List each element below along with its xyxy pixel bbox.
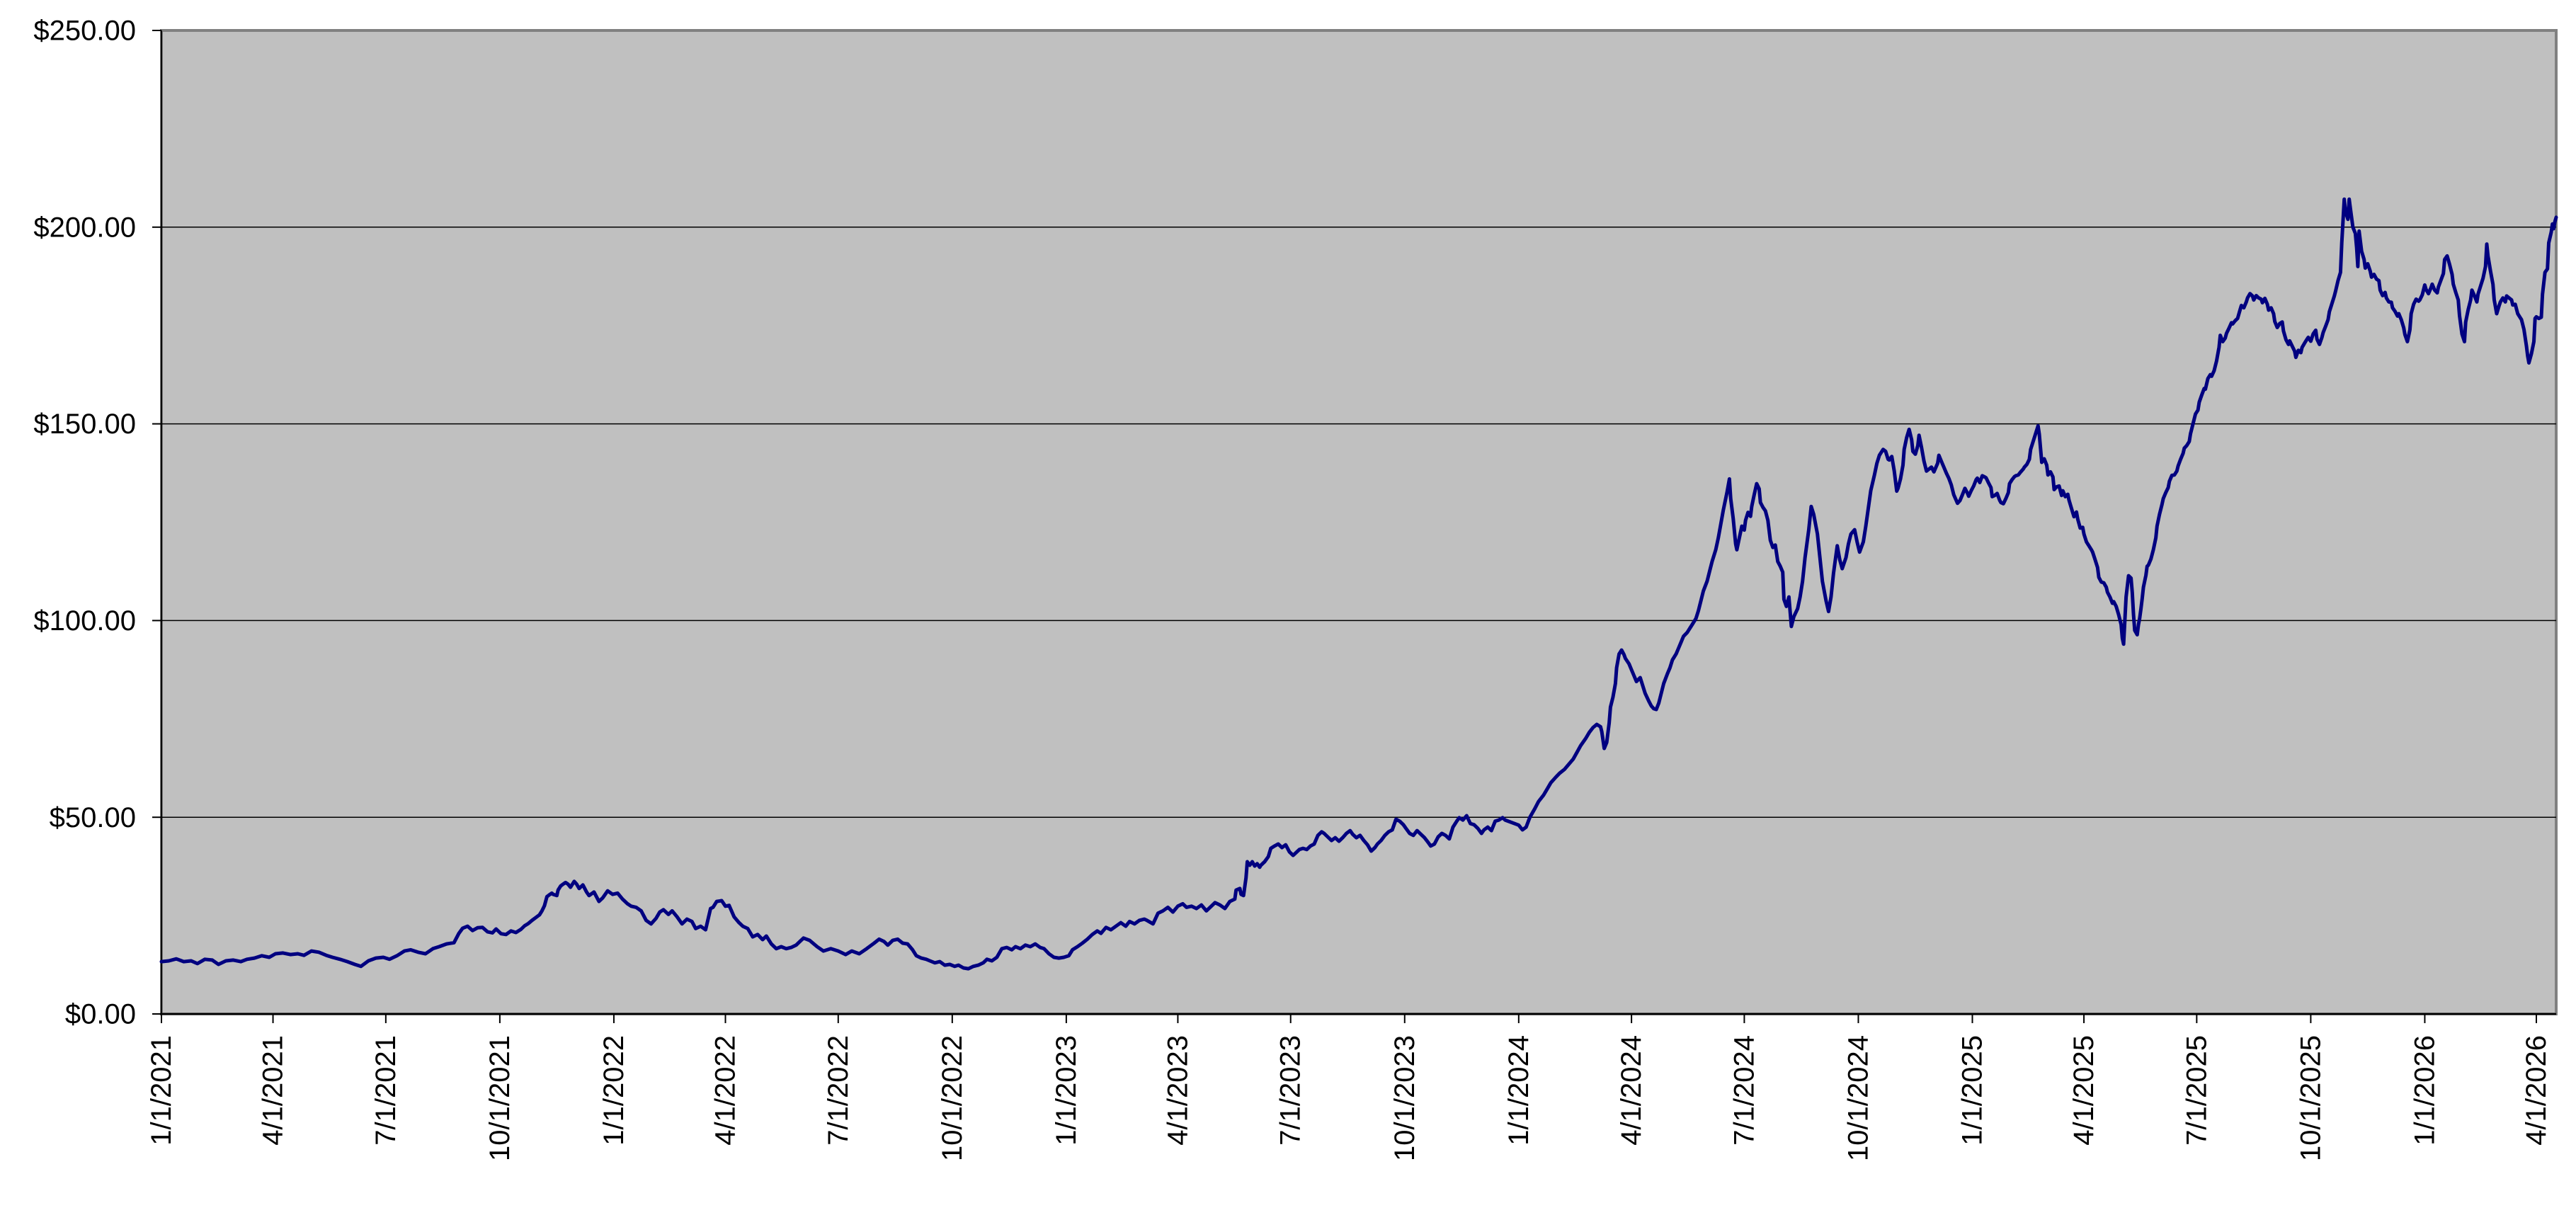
x-axis-label: 10/1/2022 (937, 1035, 968, 1161)
x-axis-label: 10/1/2024 (1842, 1035, 1874, 1161)
y-axis-label: $150.00 (33, 409, 136, 440)
x-axis-label: 10/1/2021 (484, 1035, 515, 1161)
y-axis-label: $250.00 (33, 16, 136, 47)
x-axis-label: 1/1/2026 (2409, 1035, 2440, 1146)
x-axis-label: 7/1/2024 (1728, 1035, 1760, 1146)
x-axis-label: 7/1/2023 (1275, 1035, 1306, 1146)
x-axis-label: 1/1/2021 (146, 1035, 177, 1146)
y-axis-label: $200.00 (33, 212, 136, 243)
x-axis-label: 4/1/2026 (2521, 1035, 2552, 1146)
x-axis-label: 4/1/2024 (1616, 1035, 1647, 1146)
x-axis-label: 4/1/2023 (1162, 1035, 1193, 1146)
x-axis-label: 1/1/2023 (1051, 1035, 1082, 1146)
x-axis-label: 1/1/2025 (1957, 1035, 1988, 1146)
x-axis-label: 4/1/2022 (709, 1035, 741, 1146)
x-axis-label: 10/1/2023 (1389, 1035, 1420, 1161)
x-axis-label: 1/1/2022 (598, 1035, 629, 1146)
x-axis-label: 7/1/2021 (370, 1035, 401, 1146)
y-axis-label: $50.00 (50, 802, 136, 833)
y-axis-label: $100.00 (33, 605, 136, 637)
price-line-series (159, 197, 2558, 971)
plot-area (160, 29, 2558, 1015)
y-axis-label: $0.00 (65, 999, 136, 1030)
x-axis-label: 7/1/2025 (2181, 1035, 2212, 1146)
x-axis-label: 4/1/2025 (2068, 1035, 2099, 1146)
x-axis-label: 10/1/2025 (2295, 1035, 2326, 1161)
x-axis-label: 7/1/2022 (823, 1035, 854, 1146)
x-axis-label: 4/1/2021 (258, 1035, 289, 1146)
x-axis-label: 1/1/2024 (1503, 1035, 1534, 1146)
